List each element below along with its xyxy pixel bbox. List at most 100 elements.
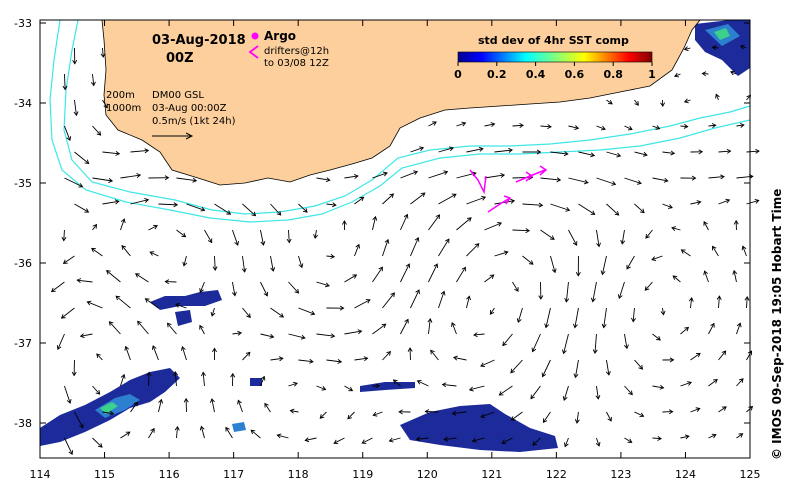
current-vector bbox=[237, 400, 243, 413]
current-vector bbox=[684, 47, 691, 50]
current-vector-head bbox=[451, 193, 457, 199]
current-vector bbox=[80, 333, 93, 337]
current-vector bbox=[410, 192, 426, 205]
current-vector bbox=[624, 333, 628, 349]
current-vector bbox=[502, 333, 513, 346]
current-vector-head bbox=[680, 249, 686, 254]
legend-timestamp: 03-Aug 00:00Z bbox=[152, 103, 227, 114]
colorbar-title: std dev of 4hr SST comp bbox=[478, 34, 629, 47]
current-vector-head bbox=[441, 382, 447, 388]
isobath-1000m bbox=[49, 19, 751, 223]
current-vector bbox=[634, 411, 644, 417]
current-vector bbox=[430, 349, 439, 361]
current-vector bbox=[382, 193, 394, 205]
current-vector bbox=[64, 437, 73, 455]
current-vector bbox=[260, 333, 274, 338]
current-vector-head bbox=[501, 439, 507, 444]
current-vector bbox=[540, 229, 555, 240]
current-vector-head bbox=[164, 279, 170, 285]
current-vector bbox=[333, 437, 345, 444]
current-vectors bbox=[50, 44, 760, 456]
current-vector bbox=[501, 437, 513, 444]
current-vector bbox=[319, 411, 327, 419]
current-vector bbox=[174, 371, 177, 387]
current-vector-head bbox=[269, 333, 275, 339]
lat-tick-label: -38 bbox=[14, 417, 32, 430]
current-vector-head bbox=[445, 238, 450, 244]
current-vector-head bbox=[276, 433, 282, 439]
current-vector bbox=[680, 125, 688, 128]
current-vector bbox=[175, 303, 187, 309]
current-vector bbox=[344, 385, 353, 392]
current-vector-head bbox=[607, 416, 612, 422]
current-vector bbox=[718, 199, 730, 205]
current-vector bbox=[92, 224, 97, 231]
current-vector-head bbox=[173, 202, 179, 208]
current-vector-head bbox=[321, 386, 327, 391]
lon-tick-label: 117 bbox=[223, 468, 244, 481]
current-vector-head bbox=[384, 238, 390, 244]
current-vector-head bbox=[754, 198, 760, 204]
current-vector-head bbox=[403, 213, 409, 219]
current-vector-head bbox=[574, 125, 580, 130]
current-vector-head bbox=[180, 345, 186, 351]
current-vector-head bbox=[309, 358, 314, 364]
current-vector-head bbox=[683, 123, 689, 129]
current-vector-head bbox=[590, 152, 596, 158]
current-vector-head bbox=[339, 305, 345, 311]
current-vector-head bbox=[466, 217, 472, 222]
legend-product: DM00 GSL bbox=[152, 90, 204, 101]
current-vector-head bbox=[627, 125, 633, 131]
current-vector bbox=[102, 99, 108, 108]
current-vector-head bbox=[149, 251, 155, 256]
current-vector bbox=[214, 203, 231, 215]
current-vector-head bbox=[73, 111, 79, 117]
current-vector bbox=[438, 193, 457, 205]
current-vector bbox=[466, 243, 480, 257]
current-vector-head bbox=[359, 196, 365, 202]
current-vector-head bbox=[710, 322, 715, 328]
current-vector-head bbox=[420, 192, 426, 198]
current-vector-head bbox=[144, 148, 150, 154]
current-vector bbox=[410, 289, 420, 309]
current-vector-head bbox=[698, 149, 704, 155]
current-vector-head bbox=[669, 357, 675, 363]
current-vector-head bbox=[251, 211, 257, 217]
current-vector bbox=[652, 385, 664, 389]
current-vector bbox=[120, 431, 131, 439]
current-vector-head bbox=[108, 178, 114, 183]
current-vector bbox=[158, 399, 162, 413]
current-vector-head bbox=[536, 149, 542, 155]
current-vector-head bbox=[655, 125, 661, 130]
current-vector-head bbox=[76, 278, 82, 284]
current-vector-head bbox=[62, 259, 68, 264]
current-vector-head bbox=[452, 355, 458, 361]
current-vector-head bbox=[250, 429, 256, 435]
current-vector bbox=[494, 200, 515, 205]
current-vector bbox=[428, 318, 431, 335]
current-vector-head bbox=[490, 122, 496, 128]
current-vector-head bbox=[500, 173, 506, 178]
current-vector-head bbox=[617, 294, 623, 300]
lon-tick-label: 118 bbox=[288, 468, 309, 481]
current-vector-head bbox=[84, 208, 90, 213]
current-vector-head bbox=[639, 208, 645, 214]
current-vector bbox=[260, 229, 264, 246]
current-vector-head bbox=[304, 437, 310, 443]
current-vector-head bbox=[683, 98, 689, 104]
current-vector-head bbox=[200, 206, 206, 212]
current-vector bbox=[202, 372, 205, 387]
current-vector bbox=[532, 333, 541, 352]
current-vector bbox=[298, 307, 315, 315]
current-vector bbox=[242, 307, 251, 318]
current-vector bbox=[316, 333, 335, 337]
current-vector bbox=[690, 201, 701, 205]
current-vector-head bbox=[691, 175, 697, 181]
current-vector bbox=[176, 426, 178, 439]
current-vector bbox=[120, 374, 125, 387]
current-vector bbox=[260, 376, 265, 387]
drifter-tracks bbox=[469, 165, 548, 213]
current-vector-head bbox=[739, 44, 745, 50]
current-vector-head bbox=[721, 406, 727, 411]
current-vector bbox=[290, 410, 299, 413]
